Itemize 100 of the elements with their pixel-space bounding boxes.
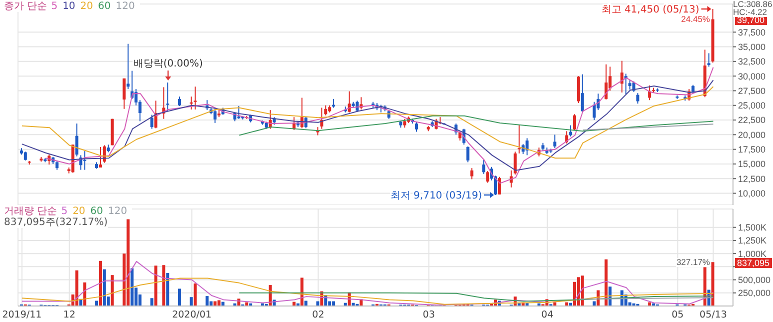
bar bbox=[162, 265, 166, 306]
y-tick-label: 15,000 bbox=[738, 159, 766, 170]
x-tick-label: 05/13 bbox=[700, 310, 727, 321]
candlestick bbox=[707, 52, 710, 68]
bar bbox=[98, 260, 102, 306]
candlestick bbox=[122, 78, 126, 110]
candlestick bbox=[604, 64, 608, 100]
x-tick-label: 05 bbox=[672, 310, 684, 321]
text: 60 bbox=[90, 206, 104, 217]
candlestick bbox=[150, 114, 154, 130]
x-tick-label: 12 bbox=[63, 310, 76, 321]
bar bbox=[194, 283, 197, 306]
y-tick-label: 1,250K bbox=[738, 236, 767, 246]
annotation: 배당락(0.00%) bbox=[133, 58, 203, 70]
line-series bbox=[21, 260, 714, 306]
annotation: 24.45% bbox=[681, 14, 710, 24]
x-tick-label: 2019/11 bbox=[2, 310, 42, 321]
annotation: 최저 9,710 (03/19) bbox=[390, 190, 482, 202]
candlestick bbox=[518, 124, 521, 154]
line-series bbox=[45, 66, 714, 184]
y-tick-label: 12,500 bbox=[738, 174, 766, 184]
line-series bbox=[21, 80, 714, 171]
bar bbox=[703, 267, 706, 306]
text: 5 bbox=[61, 206, 68, 217]
x-tick-label: 03 bbox=[422, 310, 435, 321]
bar bbox=[126, 219, 130, 306]
candlestick bbox=[498, 176, 501, 195]
x-tick-label: 2020/01 bbox=[172, 310, 212, 321]
bar bbox=[110, 275, 114, 306]
y-tick-label: 27,500 bbox=[738, 86, 766, 96]
y-tick-label: 1,500K bbox=[738, 222, 767, 233]
candlestick bbox=[526, 138, 529, 156]
candlestick bbox=[628, 80, 632, 90]
bar bbox=[130, 268, 134, 306]
bar bbox=[75, 270, 78, 306]
candlestick bbox=[98, 146, 102, 168]
x-tick-label: 04 bbox=[541, 310, 554, 321]
candlestick bbox=[178, 96, 181, 106]
x-tick-label: 02 bbox=[312, 310, 324, 321]
bar bbox=[711, 262, 714, 306]
candlestick bbox=[514, 151, 517, 176]
candlestick bbox=[415, 122, 418, 132]
candlestick bbox=[553, 134, 556, 149]
candlestick bbox=[466, 146, 470, 163]
candlestick bbox=[648, 84, 652, 101]
bar bbox=[150, 298, 154, 306]
candlestick bbox=[75, 123, 78, 157]
candlestick bbox=[470, 168, 474, 180]
candlestick bbox=[237, 105, 240, 120]
bar bbox=[178, 288, 181, 306]
bar bbox=[206, 296, 209, 306]
bar bbox=[154, 266, 158, 306]
candlestick bbox=[194, 86, 197, 110]
candlestick bbox=[573, 114, 576, 132]
candlestick bbox=[569, 124, 572, 137]
y-tick-label: 250,000 bbox=[738, 288, 771, 298]
line-series bbox=[21, 86, 714, 159]
candlestick bbox=[486, 170, 490, 184]
candlestick bbox=[636, 92, 640, 104]
line-series bbox=[21, 278, 714, 305]
y-tick-label: 30,000 bbox=[738, 71, 766, 82]
text: 20 bbox=[80, 1, 94, 12]
text: 10 bbox=[62, 1, 76, 12]
candlestick bbox=[83, 150, 86, 170]
candlestick bbox=[166, 82, 170, 112]
bar bbox=[102, 269, 106, 306]
y-tick-label: 37,500 bbox=[738, 27, 766, 38]
candlestick bbox=[126, 43, 130, 90]
y-tick-label: 500,000 bbox=[738, 274, 771, 285]
text: 837,095 bbox=[735, 258, 772, 268]
bar bbox=[190, 297, 193, 306]
legend-title: 종가 단순 bbox=[4, 1, 48, 12]
annotation: 327.17% bbox=[676, 257, 710, 267]
bar bbox=[604, 259, 608, 306]
candlestick bbox=[214, 108, 217, 124]
line-series bbox=[238, 292, 714, 302]
text: 20 bbox=[72, 206, 86, 217]
text: 39,700 bbox=[735, 15, 767, 25]
bar bbox=[166, 272, 170, 306]
candlestick bbox=[348, 90, 351, 113]
y-tick-label: 32,500 bbox=[738, 56, 766, 67]
text: HC:-4.22 bbox=[733, 7, 768, 17]
candlestick bbox=[482, 159, 486, 174]
y-tick-label: 25,000 bbox=[738, 100, 766, 111]
text: 120 bbox=[108, 206, 128, 217]
text: 5 bbox=[51, 1, 58, 12]
text: 120 bbox=[116, 1, 135, 12]
text: 60 bbox=[98, 1, 111, 12]
legend-title: 거래량 단순 bbox=[4, 206, 58, 217]
bar bbox=[217, 300, 220, 306]
candlestick bbox=[580, 74, 584, 112]
y-tick-label: 35,000 bbox=[738, 42, 766, 52]
y-tick-label: 22,500 bbox=[738, 115, 766, 126]
annotation: 837,095주(327.17%) bbox=[4, 217, 108, 228]
y-tick-label: 10,000 bbox=[738, 188, 766, 198]
y-tick-label: 17,500 bbox=[738, 144, 766, 155]
text: LC:308.86 bbox=[733, 0, 772, 9]
y-tick-label: 20,000 bbox=[738, 130, 766, 140]
line-series bbox=[238, 115, 714, 136]
y-tick-label: 1,000K bbox=[738, 248, 767, 259]
